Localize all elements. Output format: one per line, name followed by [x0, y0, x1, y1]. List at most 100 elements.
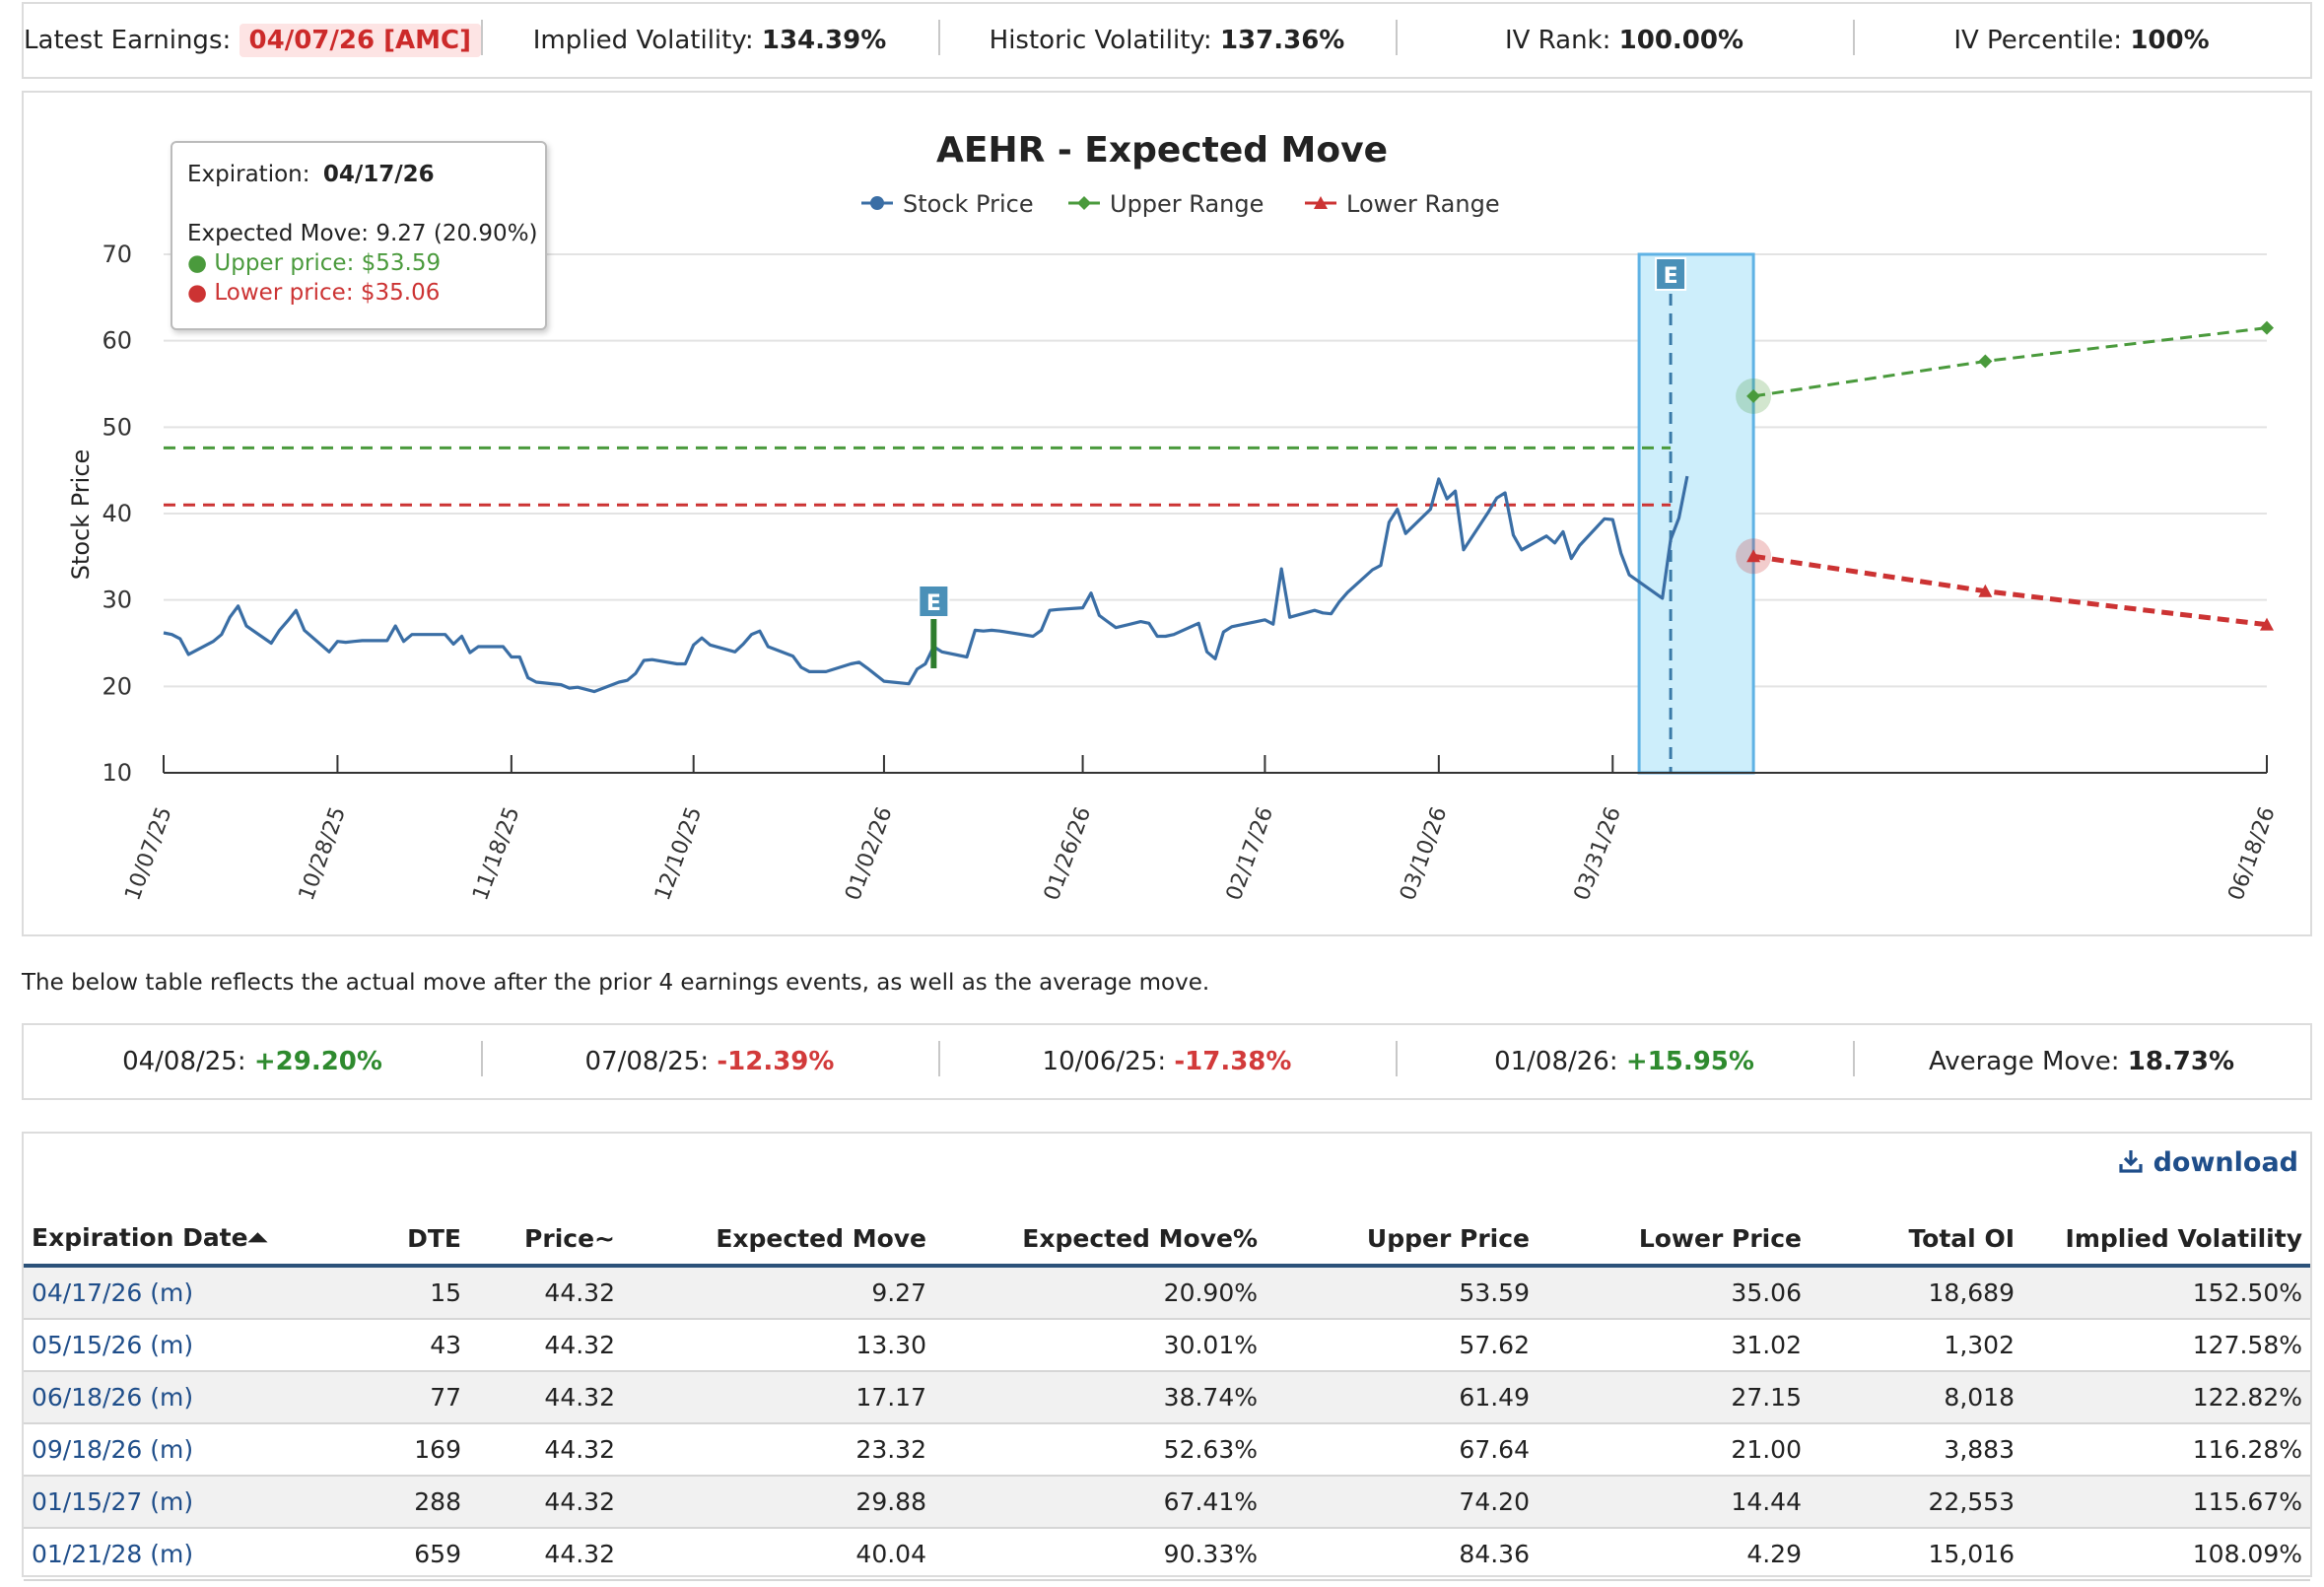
- table-cell: 52.63%: [934, 1423, 1265, 1477]
- table-cell: 44.32: [469, 1266, 623, 1320]
- expected-move-chart[interactable]: E E 10 20 30 40 50 60 70 10/07/25 10/28/25 11/18/2…: [24, 93, 2310, 934]
- stock-price-line[interactable]: [163, 475, 1689, 694]
- legend-label: Stock Price: [903, 190, 1034, 218]
- upper-range-point[interactable]: [2260, 320, 2274, 335]
- table-cell: 84.36: [1265, 1528, 1538, 1581]
- table-cell: 14.44: [1538, 1476, 1810, 1529]
- table-cell: 659: [325, 1528, 469, 1581]
- legend-marker-diamond: [1077, 196, 1091, 210]
- table-cell: 90.33%: [934, 1528, 1265, 1581]
- table-row: 09/18/26 (m) 169 44.32 23.32 52.63% 67.64 21.0…: [24, 1423, 2310, 1477]
- legend-label: Lower Range: [1346, 190, 1500, 218]
- table-cell: 44.32: [469, 1371, 623, 1424]
- implied-volatility-label: Implied Volatility:: [532, 26, 754, 55]
- header-upper-price[interactable]: Upper Price: [1265, 1212, 1538, 1268]
- historic-volatility-label: Historic Volatility:: [989, 26, 1212, 55]
- table-cell: 38.74%: [934, 1371, 1265, 1424]
- expiration-link[interactable]: 01/15/27 (m): [24, 1476, 325, 1529]
- x-tick-label: 06/18/26: [2223, 804, 2280, 904]
- legend-marker-circle: [870, 196, 884, 210]
- header-price[interactable]: Price~: [469, 1212, 623, 1268]
- iv-percentile: IV Percentile: 100%: [1853, 20, 2310, 55]
- table-cell: 44.32: [469, 1319, 623, 1372]
- summary-bar: Latest Earnings: 04/07/26 [AMC] Implied …: [22, 2, 2312, 79]
- history-item: 10/06/25: -17.38%: [938, 1041, 1396, 1076]
- iv-percentile-value: 100%: [2130, 26, 2210, 55]
- x-tick-label: 01/02/26: [841, 804, 897, 904]
- historic-volatility-value: 137.36%: [1219, 26, 1345, 55]
- table-cell: 35.06: [1538, 1266, 1810, 1320]
- y-tick-label: 30: [102, 586, 132, 614]
- y-tick-label: 50: [102, 413, 132, 441]
- legend-stock-price[interactable]: Stock Price: [861, 190, 1034, 218]
- table-cell: 44.32: [469, 1528, 623, 1581]
- table-row: 05/15/26 (m) 43 44.32 13.30 30.01% 57.62 31.02…: [24, 1319, 2310, 1372]
- expiration-link[interactable]: 01/21/28 (m): [24, 1528, 325, 1581]
- y-axis-label: Stock Price: [67, 449, 95, 581]
- table-cell: 8,018: [1810, 1371, 2022, 1424]
- chart-panel: E E 10 20 30 40 50 60 70 10/07/25 10/28/25 11/18/2…: [22, 91, 2312, 936]
- expiration-link[interactable]: 09/18/26 (m): [24, 1423, 325, 1477]
- lower-range-point[interactable]: [1746, 549, 1761, 563]
- header-implied-volatility[interactable]: Implied Volatility: [2022, 1212, 2310, 1268]
- iv-percentile-label: IV Percentile:: [1953, 26, 2123, 55]
- average-move: Average Move: 18.73%: [1853, 1041, 2310, 1076]
- latest-earnings: Latest Earnings: 04/07/26 [AMC]: [24, 24, 481, 57]
- table-cell: 152.50%: [2022, 1266, 2310, 1320]
- table-cell: 3,883: [1810, 1423, 2022, 1477]
- expiration-link[interactable]: 04/17/26 (m): [24, 1266, 325, 1320]
- historic-volatility: Historic Volatility: 137.36%: [938, 20, 1396, 55]
- upper-range-point[interactable]: [1978, 354, 1993, 369]
- latest-earnings-value: 04/07/26 [AMC]: [239, 24, 481, 57]
- download-button[interactable]: download: [2118, 1147, 2298, 1178]
- table-cell: 40.04: [623, 1528, 934, 1581]
- x-tick-label: 03/31/26: [1570, 804, 1626, 904]
- table-cell: 13.30: [623, 1319, 934, 1372]
- legend-lower-range[interactable]: Lower Range: [1305, 190, 1500, 218]
- chart-title: AEHR - Expected Move: [936, 130, 1388, 171]
- header-expiration-date[interactable]: Expiration Date⏶: [24, 1212, 325, 1268]
- tooltip-exp-label: Expiration:: [187, 162, 310, 187]
- header-total-oi[interactable]: Total OI: [1810, 1212, 2022, 1268]
- latest-earnings-label: Latest Earnings:: [24, 26, 232, 55]
- legend-marker-triangle: [1314, 196, 1328, 209]
- legend-upper-range[interactable]: Upper Range: [1068, 190, 1264, 218]
- lower-range-line[interactable]: [1752, 553, 2268, 628]
- table-cell: 17.17: [623, 1371, 934, 1424]
- upper-range-line[interactable]: [1752, 326, 2268, 398]
- table-cell: 122.82%: [2022, 1371, 2310, 1424]
- tooltip-expiration: Expiration: 04/17/26: [187, 162, 435, 187]
- x-tick-label: 02/17/26: [1222, 804, 1278, 904]
- header-expected-move-pct[interactable]: Expected Move%: [934, 1212, 1265, 1268]
- table-cell: 31.02: [1538, 1319, 1810, 1372]
- history-item: 07/08/25: -12.39%: [481, 1041, 938, 1076]
- table-row: 01/15/27 (m) 288 44.32 29.88 67.41% 74.20 14.4…: [24, 1476, 2310, 1529]
- lower-range-point[interactable]: [2260, 617, 2274, 631]
- y-tick-label: 70: [102, 241, 132, 268]
- download-label: download: [2153, 1147, 2298, 1178]
- table-header-row: Expiration Date⏶ DTE Price~ Expected Mov…: [24, 1212, 2310, 1268]
- table-cell: 77: [325, 1371, 469, 1424]
- upper-range-point[interactable]: [1746, 388, 1761, 403]
- table-cell: 74.20: [1265, 1476, 1538, 1529]
- tooltip-box: [171, 141, 547, 330]
- table-cell: 29.88: [623, 1476, 934, 1529]
- implied-volatility-value: 134.39%: [761, 26, 887, 55]
- earnings-badge[interactable]: [918, 585, 950, 619]
- implied-volatility: Implied Volatility: 134.39%: [481, 20, 938, 55]
- earnings-badge[interactable]: [1655, 257, 1687, 291]
- x-tick-label: 10/07/25: [120, 804, 176, 904]
- expiration-link[interactable]: 05/15/26 (m): [24, 1319, 325, 1372]
- header-lower-price[interactable]: Lower Price: [1538, 1212, 1810, 1268]
- table-cell: 20.90%: [934, 1266, 1265, 1320]
- header-dte[interactable]: DTE: [325, 1212, 469, 1268]
- lower-range-point[interactable]: [1978, 584, 1993, 597]
- y-tick-label: 20: [102, 672, 132, 700]
- tooltip-lower-price: ● Lower price: $35.06: [187, 280, 440, 306]
- expiration-link[interactable]: 06/18/26 (m): [24, 1371, 325, 1424]
- header-expected-move[interactable]: Expected Move: [623, 1212, 934, 1268]
- y-tick-label: 40: [102, 500, 132, 527]
- expected-move-window: [1637, 252, 1755, 775]
- table-cell: 116.28%: [2022, 1423, 2310, 1477]
- table-cell: 57.62: [1265, 1319, 1538, 1372]
